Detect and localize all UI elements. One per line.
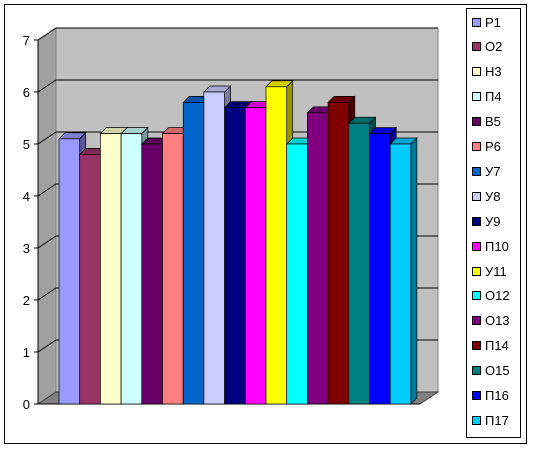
- legend-swatch: [472, 241, 481, 251]
- legend-item: П16: [472, 388, 509, 404]
- legend-swatch: [472, 117, 481, 127]
- legend-label: У9: [485, 213, 501, 229]
- legend-swatch: [472, 216, 481, 226]
- y-tick-label: 6: [23, 85, 30, 100]
- legend-item: У9: [472, 213, 501, 229]
- legend-item: П4: [472, 89, 502, 105]
- y-tick-label: 1: [23, 345, 30, 360]
- legend-item: О2: [472, 39, 502, 55]
- legend-swatch: [472, 191, 481, 201]
- y-tick-label: 5: [23, 137, 30, 152]
- legend-label: П10: [485, 238, 509, 254]
- legend-swatch: [472, 42, 481, 52]
- legend-item: Р1: [472, 14, 501, 30]
- bar-17: [389, 137, 418, 405]
- y-tick-label: 4: [23, 189, 30, 204]
- legend-swatch: [472, 291, 481, 301]
- legend-item: Р6: [472, 139, 501, 155]
- legend-swatch: [472, 17, 481, 27]
- gridline: [37, 79, 57, 93]
- legend-swatch: [472, 142, 481, 151]
- gridline: [37, 27, 57, 41]
- legend-swatch: [472, 366, 481, 376]
- legend-item: О15: [472, 363, 510, 379]
- gridline: [37, 183, 57, 197]
- legend-item: П14: [472, 338, 509, 354]
- legend-item: П10: [472, 238, 509, 254]
- legend-item: В5: [472, 114, 501, 130]
- legend-item: П17: [472, 412, 509, 428]
- legend-item: У7: [472, 163, 501, 179]
- y-tick-label: 7: [23, 33, 30, 48]
- legend-swatch: [472, 92, 481, 102]
- legend-label: Р1: [485, 14, 501, 30]
- legend-label: О2: [485, 39, 503, 55]
- legend-item: У11: [472, 263, 507, 279]
- chart-legend: Р1 О2 Н3 П4 В5 Р6 У7 У8 У9 П10 У11 О12 О13 П14 О15 П16 П…: [466, 8, 521, 438]
- legend-swatch: [472, 67, 481, 77]
- legend-item: У8: [472, 188, 501, 204]
- legend-swatch: [472, 166, 481, 176]
- legend-label: О12: [485, 288, 510, 304]
- y-tick-label: 3: [23, 241, 30, 256]
- legend-item: Н3: [472, 64, 502, 80]
- legend-swatch: [472, 316, 481, 326]
- y-tick-label: 0: [23, 397, 30, 412]
- legend-swatch: [472, 341, 481, 351]
- gridline: [37, 131, 57, 145]
- legend-label: Н3: [485, 64, 502, 80]
- legend-swatch: [472, 415, 481, 425]
- legend-label: О15: [485, 363, 510, 379]
- legend-label: П14: [485, 338, 509, 354]
- legend-swatch: [472, 266, 481, 276]
- y-tick-label: 2: [23, 293, 30, 308]
- legend-label: П4: [485, 89, 502, 105]
- legend-label: П17: [485, 412, 509, 428]
- legend-label: У11: [485, 263, 507, 279]
- legend-item: О12: [472, 288, 510, 304]
- legend-label: В5: [485, 114, 501, 130]
- legend-label: У7: [485, 163, 501, 179]
- legend-label: У8: [485, 188, 501, 204]
- gridline: [37, 235, 57, 249]
- legend-swatch: [472, 391, 481, 400]
- plot-side-wall: [37, 27, 57, 405]
- legend-label: Р6: [485, 139, 501, 154]
- legend-label: П16: [485, 388, 509, 403]
- legend-label: О13: [485, 313, 510, 329]
- legend-item: О13: [472, 313, 510, 329]
- gridline: [37, 339, 57, 353]
- gridline: [37, 287, 57, 301]
